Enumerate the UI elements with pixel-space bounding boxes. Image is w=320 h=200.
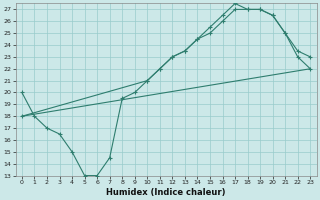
X-axis label: Humidex (Indice chaleur): Humidex (Indice chaleur) xyxy=(106,188,226,197)
